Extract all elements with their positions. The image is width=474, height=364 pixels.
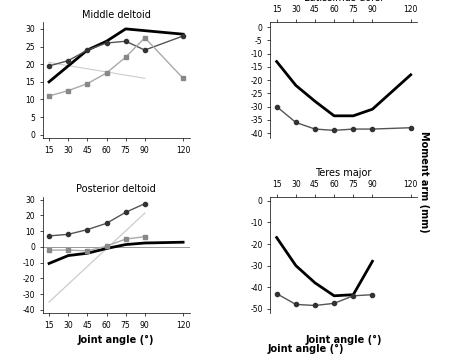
Title: Middle deltoid: Middle deltoid xyxy=(82,10,151,20)
Text: Moment arm (mm): Moment arm (mm) xyxy=(419,131,429,233)
Title: Teres major: Teres major xyxy=(316,168,372,178)
Text: Joint angle (°): Joint angle (°) xyxy=(267,344,344,355)
X-axis label: Joint angle (°): Joint angle (°) xyxy=(78,335,155,345)
X-axis label: Joint angle (°): Joint angle (°) xyxy=(305,335,382,345)
Title: Posterior deltoid: Posterior deltoid xyxy=(76,185,156,194)
Title: Latissimus dorsi: Latissimus dorsi xyxy=(304,0,383,3)
